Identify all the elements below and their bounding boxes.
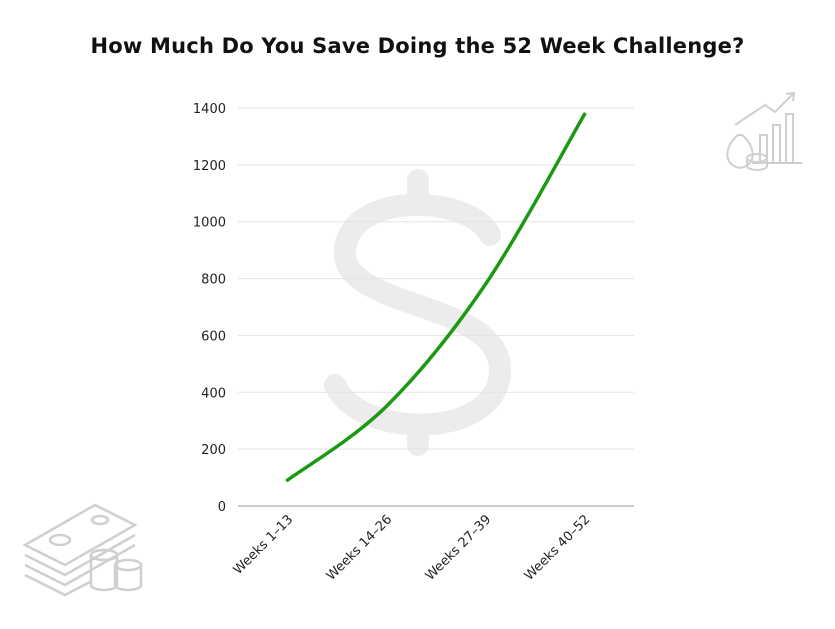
x-tick-label: Weeks 40–52 [522, 512, 593, 583]
money-stack-icon [22, 503, 143, 597]
data-point [286, 478, 289, 482]
data-point [385, 404, 388, 408]
y-tick-label: 200 [201, 443, 226, 458]
growth-chart-icon [726, 91, 802, 171]
data-point [583, 112, 586, 116]
dollar-sign-watermark-icon [324, 169, 512, 456]
x-tick-label: Weeks 27–39 [423, 512, 494, 583]
y-tick-label: 800 [201, 273, 226, 288]
y-tick-label: 400 [201, 386, 226, 401]
data-point [484, 282, 487, 286]
y-tick-label: 1400 [193, 102, 226, 117]
chart-title: How Much Do You Save Doing the 52 Week C… [90, 34, 745, 58]
y-tick-label: 1000 [193, 216, 226, 231]
y-tick-label: 600 [201, 329, 226, 344]
y-tick-label: 1200 [193, 159, 226, 174]
series-line [285, 112, 587, 482]
y-tick-label: 0 [218, 500, 226, 515]
x-tick-label: Weeks 14–26 [324, 512, 395, 583]
x-tick-label: Weeks 1–13 [231, 512, 297, 578]
